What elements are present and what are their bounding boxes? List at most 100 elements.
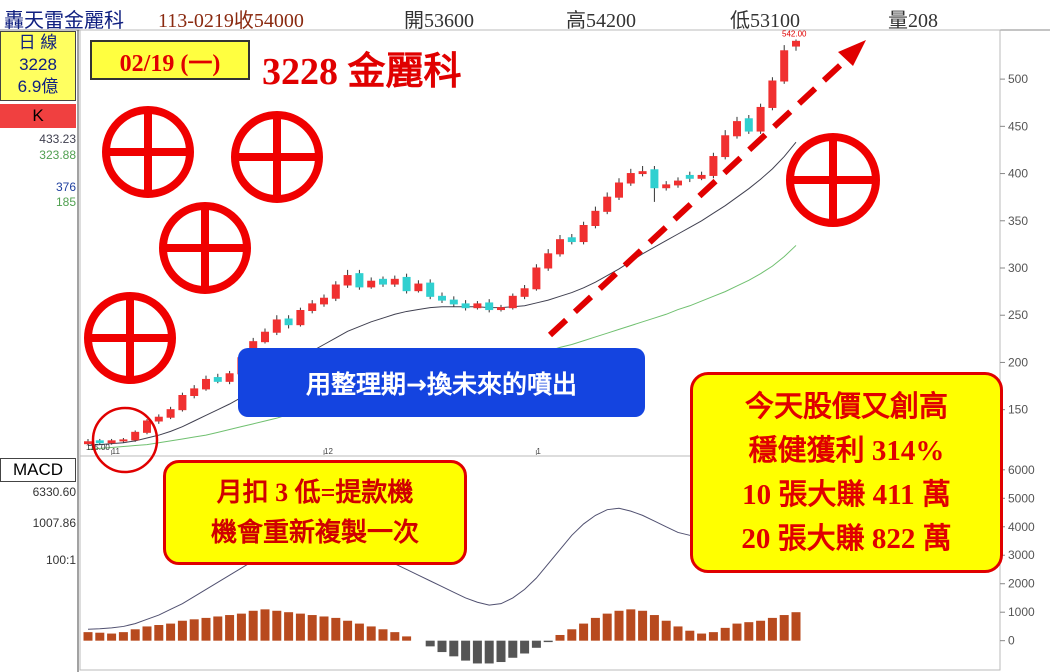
kline-tab[interactable]: K	[0, 104, 76, 128]
macd-bar	[508, 640, 518, 658]
macd-bar	[496, 640, 506, 663]
candle-body	[131, 431, 140, 441]
y-tick-label: 4000	[1008, 520, 1035, 534]
candle-body	[320, 297, 328, 305]
macd-bar	[779, 615, 789, 641]
macd-bar	[614, 610, 624, 641]
candle-body	[603, 196, 612, 212]
macd-bar	[649, 615, 659, 641]
macd-bar	[685, 630, 695, 641]
candle-body	[638, 171, 647, 175]
y-tick-label: 250	[1008, 308, 1028, 322]
macd-bar	[520, 640, 530, 654]
candle-body	[733, 121, 741, 137]
candle-body	[379, 278, 387, 285]
candle-body	[390, 278, 399, 285]
candle-body	[84, 441, 92, 445]
x-tick-label: 12	[324, 447, 333, 456]
macd-bar	[390, 632, 400, 641]
macd-bar	[319, 616, 329, 641]
note-line: 10 張大賺 411 萬	[742, 478, 951, 511]
candle-body	[343, 275, 352, 286]
left-note: 月扣 3 低=提款機 機會重新複製一次	[163, 460, 467, 565]
candle-body	[272, 319, 281, 333]
candle-body	[615, 182, 623, 198]
macd-bar	[331, 617, 341, 641]
y-tick-label: 3000	[1008, 548, 1035, 562]
right-note: 今天股價又創高 穩健獲利 314% 10 張大賺 411 萬 20 張大賺 82…	[690, 372, 1003, 573]
candle-body	[308, 303, 317, 311]
candle-body	[520, 288, 529, 297]
macd-bar	[767, 617, 777, 641]
macd-bar	[590, 617, 600, 641]
macd-bar	[201, 617, 211, 641]
macd-bar	[626, 609, 636, 641]
macd-bar	[295, 613, 305, 641]
macd-bar	[107, 633, 117, 641]
candle-body	[721, 135, 730, 158]
macd-bar	[791, 612, 801, 641]
candle-body	[367, 280, 376, 288]
macd-bar	[555, 634, 565, 641]
candle-body	[426, 282, 435, 297]
high-info: 高54200	[566, 10, 636, 32]
x-tick-label: 1	[536, 447, 541, 456]
candle-body	[567, 237, 576, 243]
macd2-label: 1007.86	[32, 516, 76, 530]
macd-bar	[437, 640, 447, 653]
candle-body	[532, 267, 541, 290]
note-line: 機會重新複製一次	[210, 517, 419, 547]
y-tick-label: 0	[1008, 634, 1015, 648]
candle-body	[650, 169, 659, 189]
period-box: 日 線 3228 6.9億	[0, 31, 76, 101]
y-tick-label: 400	[1008, 167, 1028, 181]
candle-body	[579, 225, 588, 243]
macd-tab[interactable]: MACD	[0, 458, 76, 482]
high-label: 542.00	[782, 29, 807, 38]
macd-bar	[720, 627, 730, 641]
date-box: 02/19 (一)	[90, 40, 250, 80]
blue-note: 用整理期→換未來的噴出	[238, 348, 645, 417]
plot-border	[79, 29, 1001, 671]
macd-bar	[260, 609, 270, 641]
candle-body	[107, 440, 116, 444]
macd-bar	[673, 626, 683, 641]
macd-bar	[756, 620, 766, 641]
y-tick-label: 500	[1008, 72, 1028, 86]
y-tick-label: 450	[1008, 119, 1028, 133]
candle-body	[414, 283, 423, 292]
note-line: 月扣 3 低=提款機	[216, 477, 414, 507]
close-info: 113-0219收54000	[158, 10, 304, 32]
candle-body	[626, 173, 635, 184]
candle-body	[284, 318, 293, 326]
macd-bar	[543, 640, 553, 643]
candle-body	[95, 440, 104, 444]
candle-body	[485, 302, 494, 311]
candle-body	[768, 80, 777, 108]
candle-body	[331, 284, 340, 299]
candle-body	[202, 378, 210, 390]
macd-bar	[402, 636, 412, 641]
stock-name: 轟天雷金麗科	[4, 10, 124, 32]
y-tick-label: 1000	[1008, 605, 1035, 619]
candle-body	[556, 239, 564, 255]
vol2-label: 185	[55, 195, 76, 209]
candle-body	[178, 395, 187, 411]
macd-bar	[579, 623, 589, 641]
macd-bar	[236, 613, 246, 641]
candle-body	[473, 303, 482, 309]
y-tick-label: 5000	[1008, 491, 1035, 505]
macd-bar	[449, 640, 459, 657]
macd-bar	[425, 640, 435, 647]
candle-body	[261, 331, 269, 343]
note-line: 20 張大賺 822 萬	[741, 522, 952, 555]
x-tick-label: 11	[112, 447, 121, 456]
note-line: 穩健獲利 314%	[748, 434, 945, 467]
y-tick-label: 6000	[1008, 463, 1035, 477]
marker-icons	[84, 106, 880, 384]
candle-body	[296, 310, 305, 326]
macd-bar	[602, 613, 612, 641]
macd-bar	[661, 620, 671, 641]
period: 日 線	[18, 33, 58, 52]
